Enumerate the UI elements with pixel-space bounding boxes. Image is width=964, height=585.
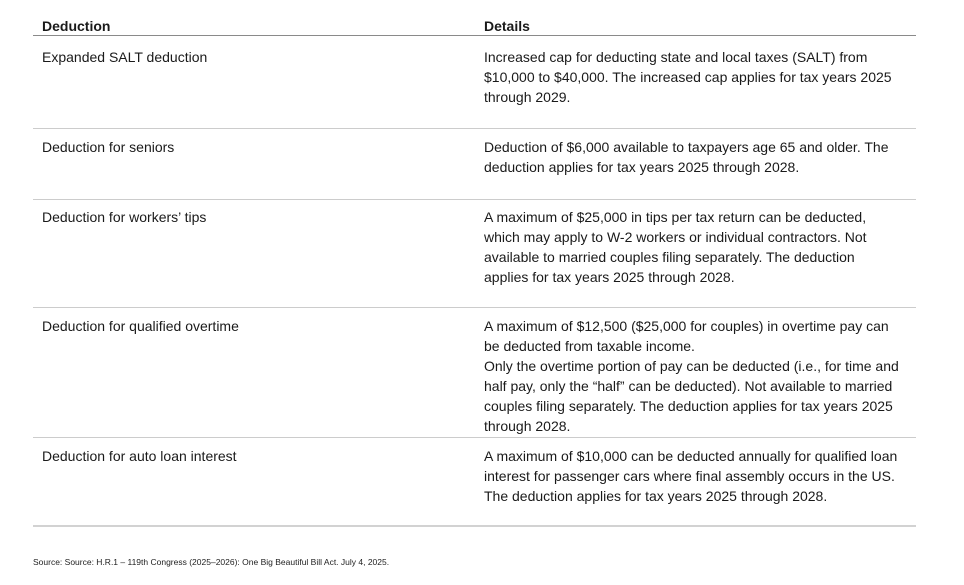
details-cell: A maximum of $10,000 can be deducted ann… [484,448,898,504]
table-row: Expanded SALT deduction Increased cap fo… [33,36,916,128]
table-row: Deduction for qualified overtime A maxim… [33,307,916,437]
deduction-cell: Deduction for auto loan interest [42,448,237,464]
column-header-deduction: Deduction [42,18,111,34]
table-row: Deduction for seniors Deduction of $6,00… [33,128,916,199]
column-header-details: Details [484,18,530,34]
table-row: Deduction for auto loan interest A maxim… [33,437,916,525]
details-cell: A maximum of $25,000 in tips per tax ret… [484,209,867,285]
deduction-cell: Deduction for seniors [42,139,175,155]
table-row: Deduction for workers’ tips A maximum of… [33,199,916,307]
table-header-row: Deduction Details [33,15,916,36]
deductions-table: Deduction Details Expanded SALT deductio… [33,15,916,527]
details-cell: Increased cap for deducting state and lo… [484,49,892,105]
deduction-cell: Deduction for qualified overtime [42,318,239,334]
details-cell: Deduction of $6,000 available to taxpaye… [484,139,889,175]
deduction-cell: Deduction for workers’ tips [42,209,207,225]
details-cell: A maximum of $12,500 ($25,000 for couple… [484,318,899,434]
deduction-cell: Expanded SALT deduction [42,49,208,65]
source-note: Source: Source: H.R.1 – 119th Congress (… [33,557,390,567]
